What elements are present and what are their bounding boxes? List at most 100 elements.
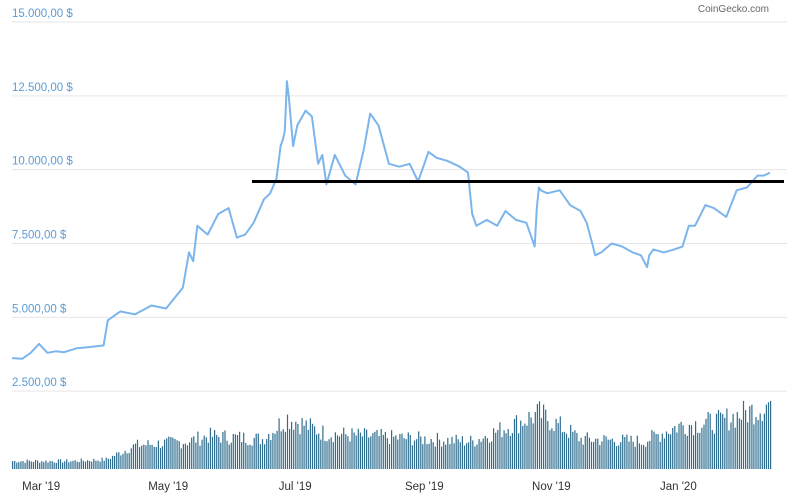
volume-bar bbox=[268, 433, 270, 469]
volume-bar bbox=[463, 445, 466, 469]
x-tick-label: Nov '19 bbox=[532, 481, 571, 493]
volume-bar bbox=[301, 418, 303, 469]
volume-bar bbox=[634, 446, 636, 469]
volume-bar bbox=[601, 441, 603, 469]
volume-bar bbox=[607, 439, 609, 469]
volume-bar bbox=[261, 439, 264, 469]
volume-bar bbox=[232, 434, 234, 469]
volume-bar bbox=[665, 431, 668, 469]
volume-bar bbox=[728, 430, 730, 469]
volume-bar bbox=[224, 430, 226, 469]
volume-bar bbox=[228, 444, 230, 469]
volume-bar bbox=[220, 442, 222, 469]
volume-bar bbox=[538, 401, 541, 469]
volume-bar bbox=[557, 423, 559, 469]
volume-bar bbox=[338, 436, 341, 469]
volume-bar bbox=[72, 460, 74, 469]
volume-bar bbox=[218, 436, 220, 469]
volume-bar bbox=[170, 437, 172, 469]
volume-bar bbox=[116, 452, 118, 469]
volume-bar bbox=[195, 442, 197, 469]
volume-bar bbox=[245, 443, 247, 469]
volume-bar bbox=[101, 457, 103, 469]
credit-label[interactable]: CoinGecko.com bbox=[698, 4, 769, 15]
volume-bar bbox=[93, 458, 95, 469]
volume-bar bbox=[184, 443, 186, 469]
volume-bar bbox=[438, 439, 441, 469]
volume-bar bbox=[78, 462, 80, 469]
volume-bar bbox=[611, 438, 613, 469]
volume-bar bbox=[89, 461, 91, 469]
volume-bar bbox=[112, 455, 114, 469]
volume-bar bbox=[770, 400, 772, 469]
volume-bar bbox=[455, 434, 457, 469]
volume-bar bbox=[559, 416, 561, 469]
volume-bar bbox=[605, 436, 607, 469]
volume-bar bbox=[207, 442, 209, 469]
volume-bar bbox=[128, 453, 130, 469]
volume-bar bbox=[234, 434, 236, 469]
volume-bar bbox=[545, 409, 547, 469]
volume-bar bbox=[418, 431, 420, 469]
volume-bar bbox=[745, 410, 747, 469]
volume-bar bbox=[211, 436, 214, 469]
volume-bar bbox=[715, 413, 718, 469]
volume-bar bbox=[470, 435, 472, 469]
volume-bar bbox=[551, 428, 553, 469]
volume-bar bbox=[139, 447, 141, 469]
volume-bar bbox=[441, 446, 443, 469]
volume-bar bbox=[284, 431, 286, 469]
volume-bar bbox=[397, 439, 399, 469]
volume-bar bbox=[659, 441, 661, 469]
volume-bar bbox=[711, 430, 713, 469]
volume-bar bbox=[755, 417, 757, 469]
volume-bar bbox=[384, 431, 386, 469]
volume-bar bbox=[82, 460, 84, 469]
volume-bar bbox=[736, 412, 738, 469]
volume-bar bbox=[476, 444, 478, 469]
volume-bar bbox=[62, 462, 64, 469]
volume-bar bbox=[274, 433, 276, 469]
volume-bar bbox=[49, 460, 51, 469]
volume-bar bbox=[703, 424, 705, 469]
volume-bar bbox=[495, 432, 497, 469]
volume-bar bbox=[672, 427, 674, 469]
volume-bar bbox=[401, 433, 403, 469]
y-axis-ticks: 2.500,00 $ 5.000,00 $ 7.500,00 $ 10.000,00 … bbox=[12, 8, 73, 389]
volume-bar bbox=[636, 435, 638, 469]
volume-bar bbox=[597, 438, 599, 469]
volume-bar bbox=[176, 440, 178, 469]
volume-bar bbox=[157, 440, 159, 469]
volume-bar bbox=[297, 424, 299, 469]
volume-bar bbox=[603, 435, 605, 469]
volume-bar bbox=[178, 441, 180, 469]
volume-bar bbox=[53, 462, 55, 469]
volume-bar bbox=[282, 429, 284, 469]
volume-bar bbox=[363, 428, 366, 469]
x-tick-label: Jan '20 bbox=[660, 481, 697, 493]
volume-bar bbox=[16, 462, 18, 469]
volume-bar bbox=[257, 433, 259, 469]
volume-bar bbox=[534, 412, 536, 469]
volume-bar bbox=[717, 409, 720, 469]
volume-bar bbox=[651, 430, 653, 469]
volume-bar bbox=[393, 436, 395, 469]
volume-bar bbox=[151, 444, 153, 469]
volume-bar bbox=[722, 414, 724, 469]
volume-bar bbox=[578, 441, 580, 469]
volume-bar bbox=[509, 435, 511, 469]
volume-bar bbox=[459, 442, 461, 469]
volume-bar bbox=[647, 441, 649, 469]
volume-bars bbox=[12, 400, 772, 469]
volume-bar bbox=[124, 450, 126, 469]
volume-bar bbox=[593, 441, 595, 469]
volume-bar bbox=[180, 448, 182, 469]
volume-bar bbox=[199, 445, 201, 469]
volume-bar bbox=[343, 427, 345, 469]
volume-bar bbox=[457, 439, 459, 469]
volume-bar bbox=[230, 442, 232, 469]
volume-bar bbox=[526, 425, 528, 469]
volume-bar bbox=[643, 444, 645, 469]
volume-bar bbox=[39, 462, 41, 469]
volume-bar bbox=[767, 402, 770, 469]
